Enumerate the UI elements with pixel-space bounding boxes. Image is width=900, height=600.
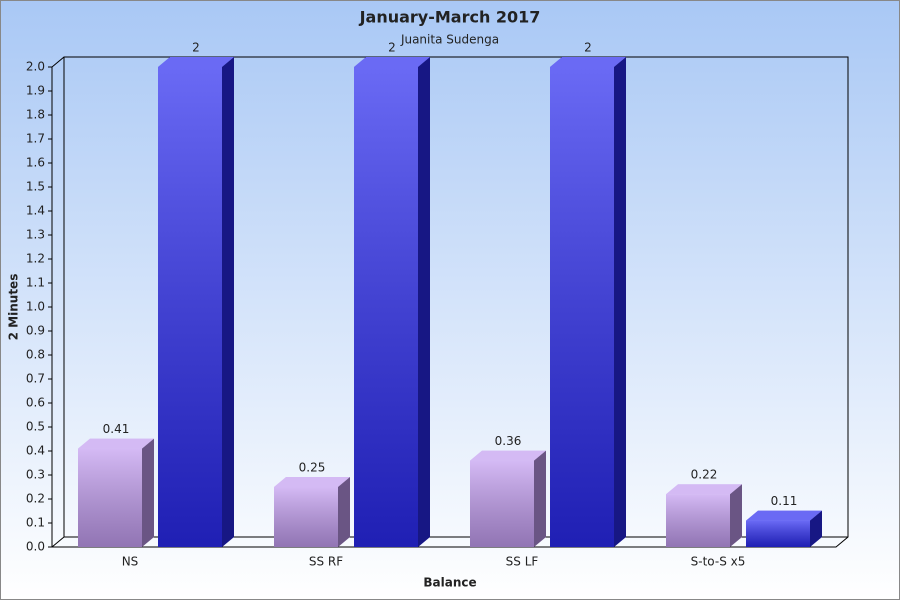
bar-top: [78, 438, 154, 449]
bar-side-shade: [534, 450, 546, 547]
bar-top: [158, 57, 234, 67]
bar-top-shade: [666, 484, 742, 495]
data-label: 0.41: [103, 422, 130, 436]
y-tick-label: 1.7: [26, 132, 45, 146]
y-tick-label: 2.0: [26, 60, 45, 74]
y-tick-label: 0.0: [26, 540, 45, 554]
bar-top: [354, 57, 430, 67]
bar: [274, 477, 350, 547]
x-tick-label: SS RF: [309, 555, 343, 569]
bar-side: [338, 477, 350, 547]
y-tick-label: 0.6: [26, 396, 45, 410]
bar-side: [142, 438, 154, 547]
bar-top: [274, 477, 350, 487]
bar-side-shade: [142, 438, 154, 547]
bar-top-shade: [470, 450, 546, 461]
y-tick-label: 1.9: [26, 84, 45, 98]
y-tick-label: 1.8: [26, 108, 45, 122]
bar-side: [222, 57, 234, 547]
data-label: 0.36: [495, 434, 522, 448]
bar-front-shade: [274, 487, 338, 547]
y-tick-label: 1.1: [26, 276, 45, 290]
y-tick-label: 0.4: [26, 444, 45, 458]
bar-front-shade: [354, 67, 418, 547]
chart-title: January-March 2017: [359, 8, 541, 27]
bar-side: [810, 510, 822, 547]
bar-top-shade: [354, 57, 430, 67]
y-tick-label: 0.8: [26, 348, 45, 362]
y-tick-label: 1.5: [26, 180, 45, 194]
data-label: 2: [584, 41, 592, 55]
bar-top-shade: [274, 477, 350, 487]
bar-side: [534, 450, 546, 547]
bar-top-shade: [550, 57, 626, 67]
bar-side-shade: [222, 57, 234, 547]
x-axis-title: Balance: [423, 576, 476, 590]
bar: [470, 450, 546, 547]
bar-front-shade: [470, 460, 534, 547]
y-tick-label: 1.4: [26, 204, 45, 218]
bar-top: [746, 510, 822, 521]
bar: [550, 57, 626, 547]
bar: [78, 438, 154, 547]
data-label: 2: [192, 41, 200, 55]
chart-subtitle: Juanita Sudenga: [400, 33, 499, 47]
bar-side-shade: [614, 57, 626, 547]
bar-side: [418, 57, 430, 547]
x-tick-label: NS: [122, 555, 139, 569]
bar-front-shade: [666, 494, 730, 547]
y-axis-title: 2 Minutes: [7, 274, 21, 341]
bar-side-shade: [810, 510, 822, 547]
bar-top-shade: [158, 57, 234, 67]
bar-top: [666, 484, 742, 495]
y-tick-label: 0.7: [26, 372, 45, 386]
bar-top-shade: [78, 438, 154, 449]
bar: [354, 57, 430, 547]
y-tick-label: 0.3: [26, 468, 45, 482]
data-label: 2: [388, 41, 396, 55]
bar: [746, 510, 822, 547]
y-tick-label: 0.5: [26, 420, 45, 434]
bar-front-shade: [78, 448, 142, 547]
y-tick-label: 1.3: [26, 228, 45, 242]
data-label: 0.25: [299, 461, 326, 475]
bar-side-shade: [418, 57, 430, 547]
bar-side-shade: [730, 484, 742, 547]
bar-front-shade: [158, 67, 222, 547]
bar-top-shade: [746, 510, 822, 521]
bar: [666, 484, 742, 547]
y-tick-label: 1.0: [26, 300, 45, 314]
y-tick-label: 1.2: [26, 252, 45, 266]
y-tick-label: 0.9: [26, 324, 45, 338]
y-tick-label: 0.2: [26, 492, 45, 506]
y-tick-label: 1.6: [26, 156, 45, 170]
bar-top: [550, 57, 626, 67]
data-label: 0.22: [691, 468, 718, 482]
bar-side: [730, 484, 742, 547]
bar-front-shade: [746, 520, 810, 547]
bar-front-shade: [550, 67, 614, 547]
data-label: 0.11: [771, 494, 798, 508]
bar-side-shade: [338, 477, 350, 547]
bar-top: [470, 450, 546, 461]
x-tick-label: S-to-S x5: [691, 555, 746, 569]
bar-side: [614, 57, 626, 547]
x-tick-label: SS LF: [506, 555, 539, 569]
bar: [158, 57, 234, 547]
y-tick-label: 0.1: [26, 516, 45, 530]
